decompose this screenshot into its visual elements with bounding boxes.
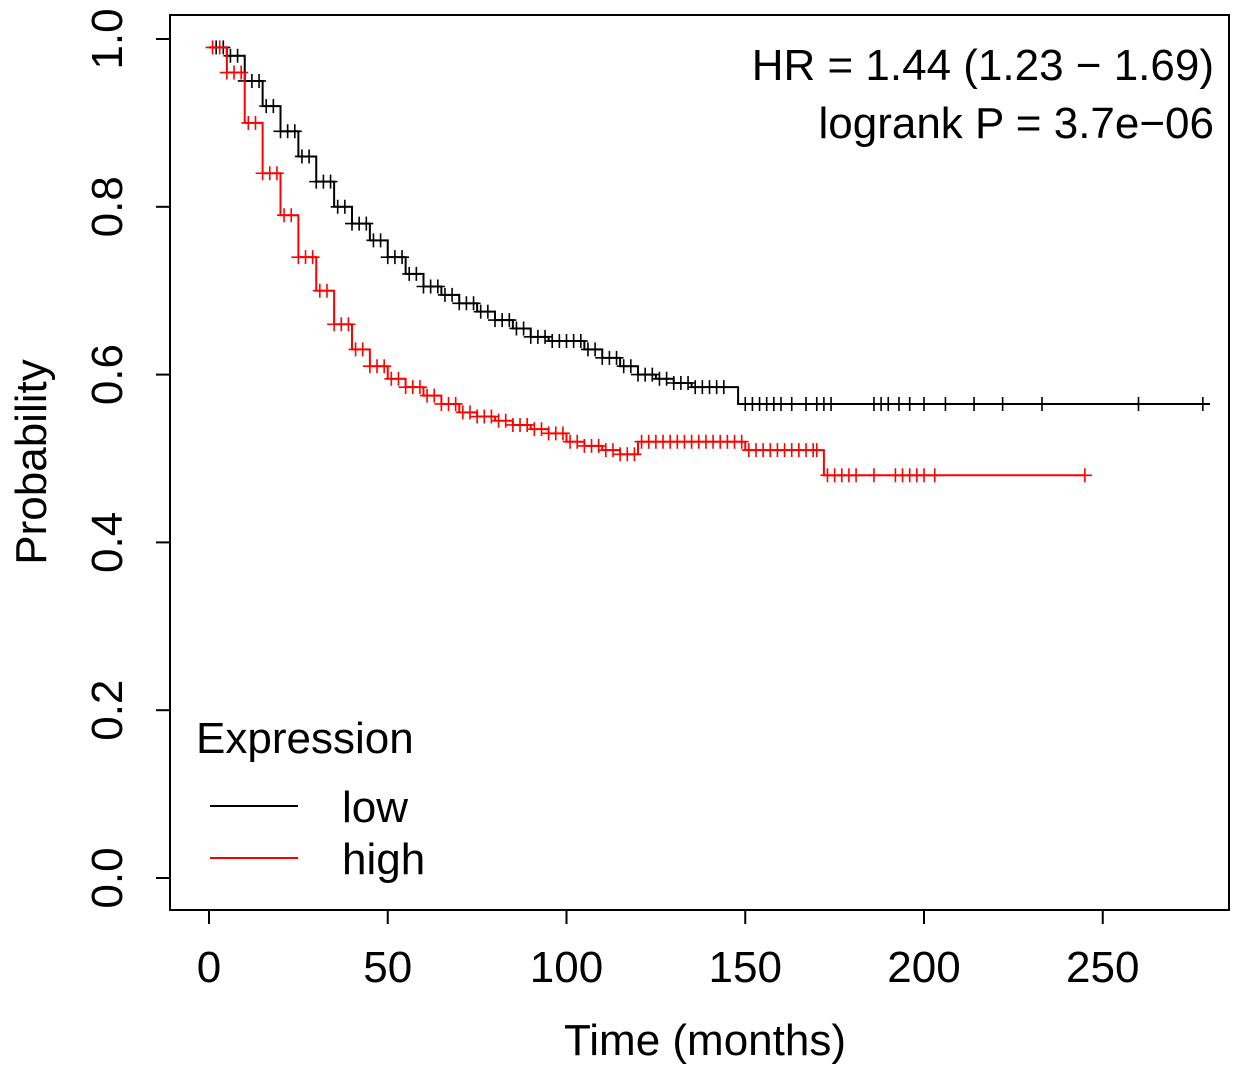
x-axis-label: Time (months) [564,1016,846,1065]
censor-mark-low [502,313,517,328]
y-tick-label: 1.0 [83,8,132,69]
censor-mark-high [734,434,749,449]
censor-mark-high [448,396,463,411]
censor-mark-low [323,174,338,189]
series-low [209,40,1210,411]
censor-mark-high [355,342,370,357]
censor-mark-low [466,296,481,311]
censor-mark-high [498,413,513,428]
censor-mark-high [1077,468,1092,483]
censor-mark-low [995,396,1010,411]
censor-mark-low [480,304,495,319]
logrank-annotation: logrank P = 3.7e−06 [818,99,1214,148]
censor-mark-high [212,40,227,55]
censor-mark-low [645,367,660,382]
censor-mark-low [395,250,410,265]
censor-mark-low [917,396,931,411]
censor-mark-low [373,233,388,248]
censor-mark-high [284,208,299,223]
y-tick-label: 0.0 [83,847,132,908]
legend: Expression low high [196,714,425,884]
censor-mark-high [319,283,334,298]
plot-frame [169,14,1230,911]
legend-title: Expression [196,714,414,763]
x-tick-label: 100 [530,943,603,992]
x-tick-label: 250 [1066,943,1139,992]
censor-mark-high [377,359,392,374]
censor-mark-low [430,279,445,294]
censor-mark-high [520,417,535,432]
censor-mark-high [341,317,356,332]
censor-mark-low [938,396,953,411]
x-tick-label: 150 [709,943,782,992]
censor-mark-low [1034,396,1049,411]
censor-mark-low [230,48,245,63]
censor-mark-low [516,321,531,336]
censor-mark-low [902,396,917,411]
censor-mark-low [538,329,553,344]
x-tick-label: 0 [197,943,221,992]
censor-mark-high [269,166,284,181]
censor-mark-low [252,73,267,88]
censor-mark-low [784,396,799,411]
x-axis: 0 50 100 150 200 250 [197,909,1139,992]
y-axis-label: Probability [7,359,56,564]
censor-mark-high [591,438,606,453]
censor-mark-high [484,409,499,424]
x-tick-label: 200 [887,943,960,992]
censor-mark-high [555,426,570,441]
censor-mark-high [305,250,320,265]
y-tick-label: 0.2 [83,680,132,741]
censor-mark-high [605,443,620,458]
censor-mark-high [627,447,642,462]
censor-mark-high [462,405,477,420]
censor-mark-low [1131,396,1146,411]
censor-mark-high [809,443,824,458]
censor-mark-low [967,396,982,411]
censor-mark-low [287,124,302,139]
censor-mark-high [427,388,442,403]
censor-mark-low [623,359,638,374]
censor-mark-low [681,375,696,390]
censor-mark-low [337,199,352,214]
censor-mark-high [412,380,427,395]
hr-annotation: HR = 1.44 (1.23 − 1.69) [752,41,1214,90]
censor-mark-high [391,371,406,386]
censor-mark-high [234,65,249,80]
censor-mark-high [866,468,881,483]
censor-mark-low [588,342,603,357]
y-tick-label: 0.8 [83,176,132,237]
censor-mark-high [927,468,942,483]
censor-mark-low [609,350,624,365]
censor-mark-low [302,149,317,164]
censor-mark-low [659,371,674,386]
censor-mark-low [716,380,731,395]
censor-mark-high [534,422,549,437]
censor-mark-low [824,396,839,411]
censor-mark-low [445,287,460,302]
censor-mark-high [248,115,263,130]
y-tick-label: 0.4 [83,512,132,573]
legend-label-low: low [342,783,408,832]
series-group [205,40,1210,483]
censor-mark-high [570,434,585,449]
censor-mark-high [849,468,864,483]
legend-label-high: high [342,835,425,884]
y-axis: 0.0 0.2 0.4 0.6 0.8 1.0 [83,8,171,909]
censor-mark-low [409,266,424,281]
censor-mark-low [573,334,588,349]
censor-mark-low [359,216,374,231]
x-tick-label: 50 [363,943,412,992]
censor-mark-low [1195,396,1210,411]
censor-mark-low [266,99,281,114]
series-high [205,40,1092,483]
y-tick-label: 0.6 [83,344,132,405]
